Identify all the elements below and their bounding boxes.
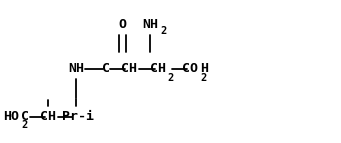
Text: H: H — [201, 62, 208, 75]
Text: CH: CH — [150, 62, 166, 75]
Text: 2: 2 — [160, 26, 166, 36]
Text: Pr-i: Pr-i — [62, 110, 93, 123]
Text: C: C — [102, 62, 110, 75]
Text: 2: 2 — [200, 73, 206, 83]
Text: O: O — [119, 18, 127, 31]
Text: HO: HO — [3, 110, 19, 123]
Text: 2: 2 — [167, 73, 174, 83]
Text: 2: 2 — [21, 120, 27, 130]
Text: NH: NH — [68, 62, 84, 75]
Text: C: C — [21, 110, 29, 123]
Text: CH: CH — [40, 110, 56, 123]
Text: CH: CH — [121, 62, 137, 75]
Text: NH: NH — [142, 18, 158, 31]
Text: CO: CO — [182, 62, 198, 75]
